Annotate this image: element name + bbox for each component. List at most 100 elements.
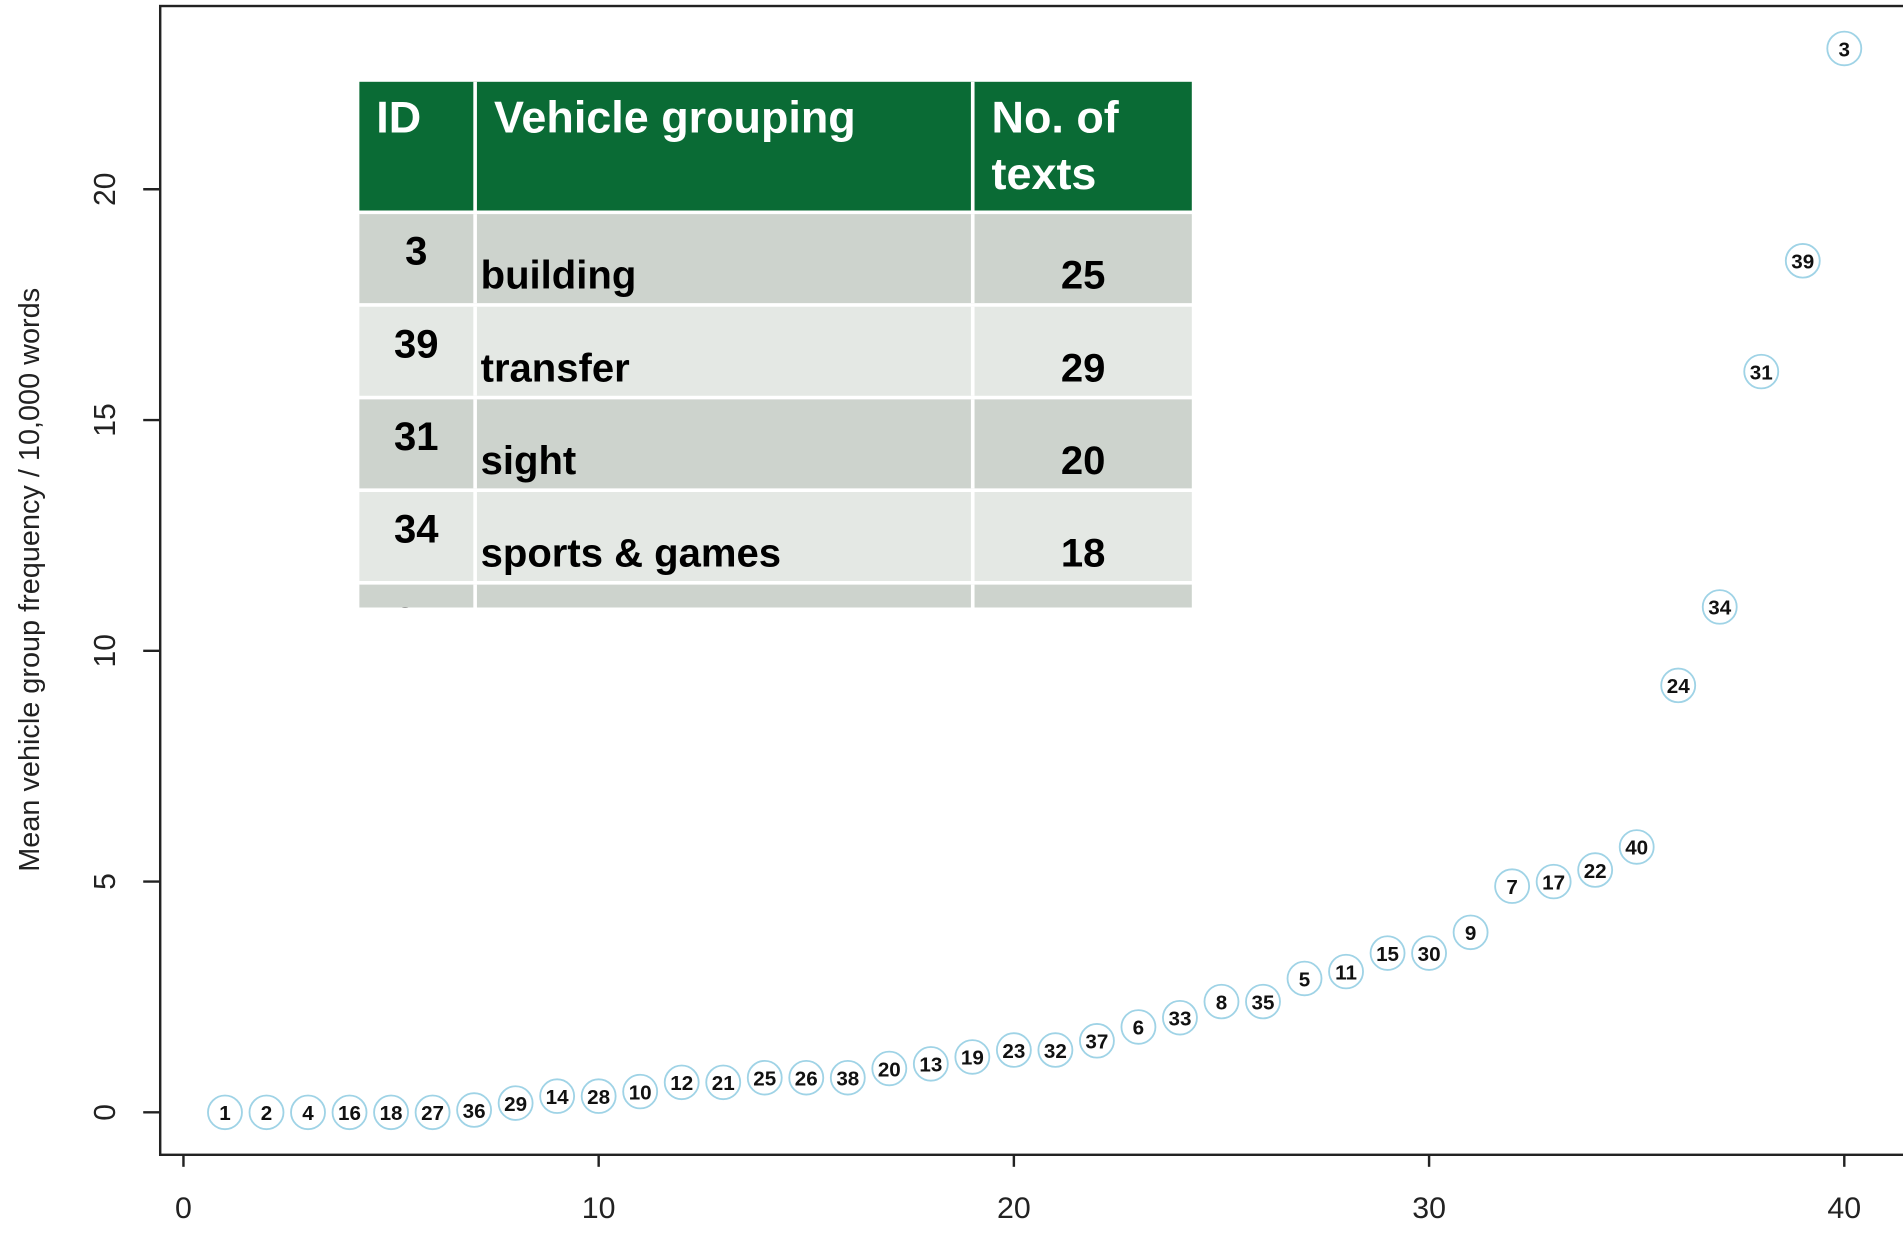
point-label: 22 (1584, 860, 1607, 883)
x-tick-label: 20 (997, 1192, 1031, 1225)
table-cell: sports & games (476, 491, 975, 582)
point (207, 1094, 243, 1131)
y-tick-label: 10 (89, 634, 122, 667)
point (1162, 999, 1198, 1036)
point-label: 1 (219, 1102, 230, 1125)
point-label: 17 (1542, 871, 1565, 894)
point (373, 1094, 409, 1131)
point-label: 2 (261, 1102, 272, 1125)
point (871, 1050, 908, 1087)
x-tick-label: 40 (1827, 1192, 1861, 1225)
point (539, 1078, 576, 1114)
table-cell: 24 (359, 584, 477, 608)
table-cell: 20 (974, 399, 1192, 489)
point-label: 6 (1133, 1017, 1144, 1040)
point-label: 28 (587, 1086, 610, 1109)
table-row: 3 building 25 (359, 214, 1192, 304)
point (1660, 667, 1697, 704)
point-label: 7 (1506, 876, 1517, 899)
table-cell: building (476, 214, 975, 304)
point-label: 3 (1839, 38, 1850, 61)
point-label: 18 (380, 1102, 403, 1125)
point-label: 30 (1418, 943, 1441, 966)
point (1369, 935, 1406, 971)
point (1286, 960, 1323, 997)
point (331, 1094, 368, 1131)
table-cell: transfer (476, 306, 975, 396)
point-label: 4 (302, 1102, 314, 1125)
table-cell: sight (476, 399, 975, 489)
y-tick-label: 0 (89, 1104, 122, 1121)
point (1411, 935, 1447, 971)
point-label: 9 (1465, 922, 1476, 945)
table-header-row: ID Vehicle grouping No. of texts (359, 81, 1192, 211)
point-label: 31 (1750, 361, 1773, 384)
x-tick-label: 30 (1412, 1192, 1446, 1225)
point-label: 39 (1791, 251, 1814, 274)
point (1826, 30, 1863, 67)
x-tick-label: 10 (582, 1192, 616, 1225)
point (290, 1094, 326, 1131)
point (622, 1073, 659, 1110)
point-label: 32 (1044, 1040, 1067, 1063)
table-cell: 29 (974, 306, 1192, 396)
point (1328, 953, 1364, 990)
point-label: 25 (753, 1068, 776, 1091)
point (1494, 868, 1531, 904)
point-label: 37 (1085, 1031, 1108, 1054)
point-label: 10 (629, 1081, 652, 1104)
table-cell: 3 (359, 214, 477, 304)
point (1535, 863, 1572, 900)
point-label: 34 (1708, 597, 1732, 620)
table-cell: movement (476, 584, 975, 608)
point-label: 35 (1252, 991, 1275, 1014)
point-label: 29 (504, 1093, 527, 1116)
table-cell: 34 (359, 491, 477, 582)
point (995, 1032, 1032, 1068)
point (497, 1085, 534, 1121)
point (788, 1059, 825, 1096)
point-label: 5 (1299, 968, 1310, 991)
point (414, 1094, 451, 1131)
point (1203, 983, 1240, 1020)
point (1743, 353, 1780, 390)
point (1120, 1009, 1157, 1045)
column-header: Vehicle grouping (476, 81, 975, 211)
point (1701, 589, 1738, 625)
table-cell: 17 (974, 584, 1192, 608)
point (705, 1064, 742, 1101)
y-tick-label: 15 (89, 403, 122, 436)
point (1245, 983, 1281, 1020)
point-label: 23 (1002, 1040, 1025, 1063)
point (580, 1078, 617, 1114)
point-label: 15 (1376, 943, 1399, 966)
plot-frame (158, 4, 1903, 1156)
point-label: 27 (421, 1102, 444, 1125)
table-row: 34 sports & games 18 (359, 491, 1192, 582)
y-tick-label: 5 (89, 873, 122, 890)
point-label: 8 (1216, 991, 1227, 1014)
point (1577, 852, 1614, 888)
point (1452, 914, 1489, 951)
x-tick-label: 0 (175, 1192, 192, 1225)
point (912, 1046, 949, 1082)
point-label: 14 (546, 1086, 570, 1109)
point (829, 1059, 866, 1096)
column-header: No. of texts (974, 81, 1192, 211)
point (663, 1064, 700, 1101)
table-row: 31 sight 20 (359, 399, 1192, 489)
point-label: 19 (961, 1047, 984, 1070)
column-header: ID (359, 81, 477, 211)
table-cell: 39 (359, 306, 477, 396)
table-cell: 31 (359, 399, 477, 489)
point-label: 11 (1335, 961, 1357, 984)
point (1079, 1023, 1115, 1059)
point-label: 21 (712, 1072, 735, 1095)
point (746, 1059, 783, 1096)
point-label: 33 (1168, 1008, 1191, 1031)
point-label: 38 (836, 1068, 859, 1091)
point-label: 40 (1625, 837, 1648, 860)
